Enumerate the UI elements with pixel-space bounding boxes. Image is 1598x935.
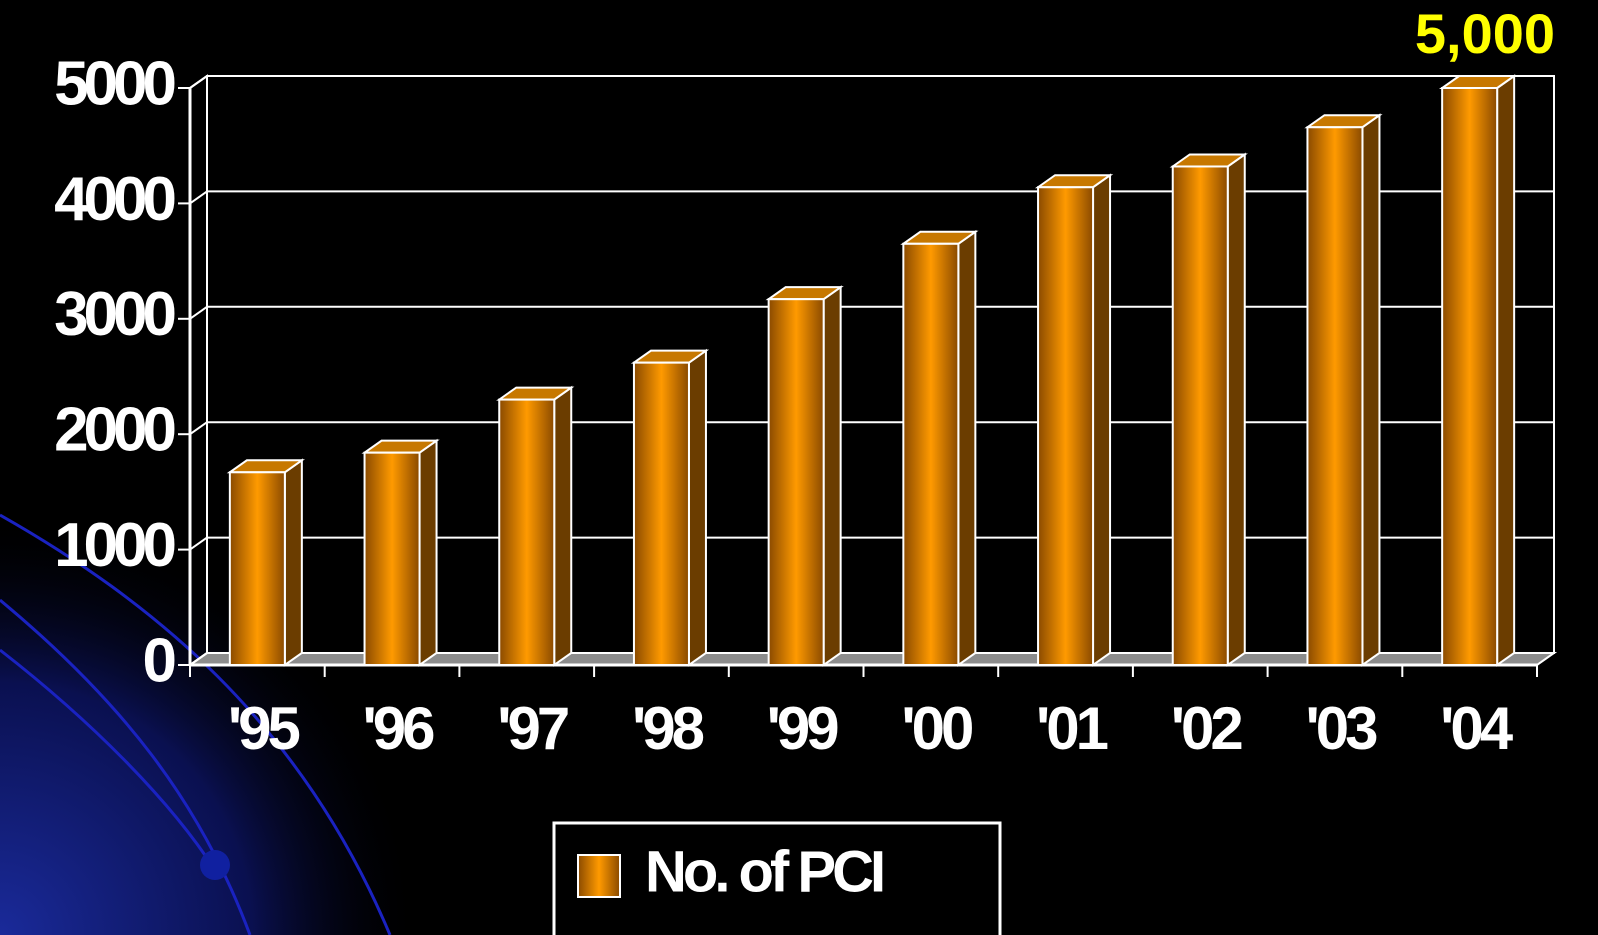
bar-side — [1496, 74, 1516, 667]
bar — [632, 361, 690, 666]
bar-side — [1361, 113, 1381, 667]
legend-swatch — [577, 854, 621, 898]
x-tick-label: '99 — [767, 695, 839, 762]
bar — [1037, 186, 1095, 667]
grid-line-side — [189, 75, 208, 89]
bar-side — [822, 285, 842, 667]
y-tick-label: 0 — [143, 626, 175, 695]
bar-side — [1226, 152, 1246, 667]
grid-line-side — [189, 305, 208, 320]
x-tick-label: '03 — [1305, 695, 1377, 762]
decor-arc — [0, 648, 217, 871]
bar — [902, 242, 960, 666]
bar-side — [418, 438, 438, 667]
bar-side — [957, 229, 977, 667]
x-tick-label: '00 — [901, 695, 972, 762]
bar — [498, 398, 556, 666]
decor-dot — [200, 850, 230, 880]
bar — [363, 451, 421, 666]
x-tick-label: '01 — [1036, 695, 1108, 762]
grid-line-side — [189, 652, 208, 666]
y-tick-label: 5000 — [54, 49, 174, 118]
legend: No. of PCI — [552, 821, 1002, 935]
x-tick-label: '96 — [363, 695, 435, 762]
x-tick-label: '02 — [1171, 695, 1242, 762]
y-tick-label: 4000 — [54, 165, 174, 234]
bar-side — [283, 458, 303, 667]
grid-line-side — [189, 190, 208, 205]
x-tick-label: '04 — [1440, 695, 1514, 762]
bar — [1171, 165, 1229, 667]
bar — [1306, 126, 1364, 666]
legend-label: No. of PCI — [645, 839, 883, 904]
grid-line-side — [189, 536, 208, 551]
legend-box — [552, 821, 1002, 935]
y-tick-label: 3000 — [54, 280, 174, 349]
bar — [228, 471, 286, 667]
x-tick-label: '98 — [632, 695, 704, 762]
bar — [1441, 87, 1499, 666]
x-tick-label: '97 — [497, 695, 568, 762]
bar-side — [1092, 173, 1112, 667]
decor-arc — [0, 598, 252, 935]
decor-arc — [0, 513, 392, 935]
bar-side — [687, 348, 707, 667]
bar — [767, 298, 825, 666]
bar-side — [553, 385, 573, 667]
y-tick-label: 1000 — [54, 511, 174, 580]
annotation: 5,000 — [1415, 2, 1555, 65]
grid-line-side — [189, 421, 208, 436]
y-tick-label: 2000 — [54, 396, 174, 465]
x-tick-label: '95 — [228, 695, 300, 762]
